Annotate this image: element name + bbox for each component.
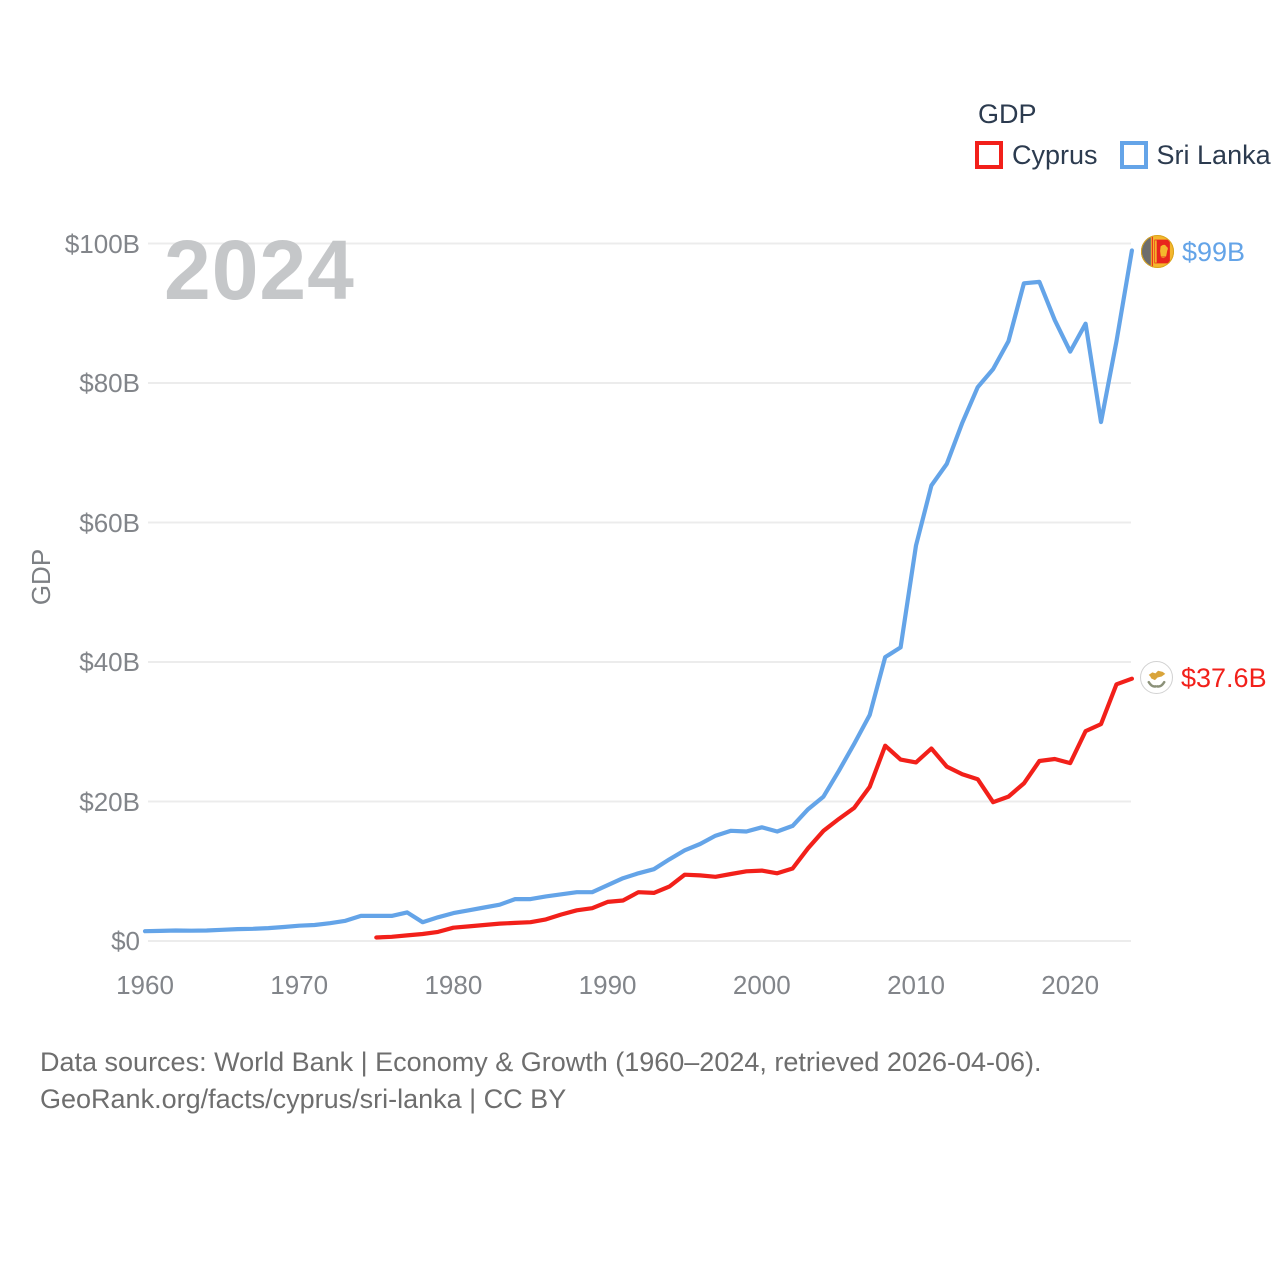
footer-source-link: GeoRank.org/facts/cyprus/sri-lanka | CC … xyxy=(40,1084,567,1114)
legend-label-cyprus: Cyprus xyxy=(1012,140,1098,170)
y-tick-label: $60B xyxy=(79,507,140,538)
legend-item-cyprus[interactable]: Cyprus xyxy=(975,141,1098,169)
y-axis-title: GDP xyxy=(26,548,56,606)
x-tick-label: 1970 xyxy=(270,970,329,1000)
legend-label-sri-lanka: Sri Lanka xyxy=(1156,140,1271,170)
cyprus-flag-icon xyxy=(1140,661,1173,694)
x-tick-label: 2000 xyxy=(732,970,791,1000)
legend-title: GDP xyxy=(978,99,1037,129)
footer-attribution: Data sources: World Bank | Economy & Gro… xyxy=(40,1047,1042,1121)
y-tick-label: $80B xyxy=(79,368,140,398)
cyprus-end-label: $37.6B xyxy=(1140,661,1267,694)
y-tick-label: $20B xyxy=(79,786,140,817)
x-tick-label: 1960 xyxy=(116,970,174,1000)
x-tick-label: 2010 xyxy=(887,970,945,1000)
legend: Cyprus Sri Lanka xyxy=(975,141,1271,169)
sri-lanka-series-swatch-icon xyxy=(1119,141,1148,169)
y-tick-label: $100B xyxy=(64,228,140,259)
year-watermark: 2024 xyxy=(164,223,355,317)
y-tick-label: $40B xyxy=(79,647,140,677)
y-tick-label: $0 xyxy=(111,926,140,956)
cyprus-line xyxy=(374,676,1135,940)
sri-lanka-end-value: $99B xyxy=(1182,236,1246,267)
cyprus-end-value: $37.6B xyxy=(1181,662,1267,693)
sri-lanka-flag-icon xyxy=(1141,235,1174,268)
legend-item-sri-lanka[interactable]: Sri Lanka xyxy=(1119,140,1271,170)
x-tick-label: 1990 xyxy=(578,970,637,1000)
sri-lanka-line xyxy=(142,248,1135,934)
x-tick-label: 2020 xyxy=(1041,970,1100,1000)
sri-lanka-end-label: $99B xyxy=(1141,235,1245,268)
cyprus-series-swatch-icon xyxy=(975,141,1003,169)
footer-data-sources: Data sources: World Bank | Economy & Gro… xyxy=(40,1047,1042,1077)
x-tick-label: 1980 xyxy=(424,970,483,1000)
